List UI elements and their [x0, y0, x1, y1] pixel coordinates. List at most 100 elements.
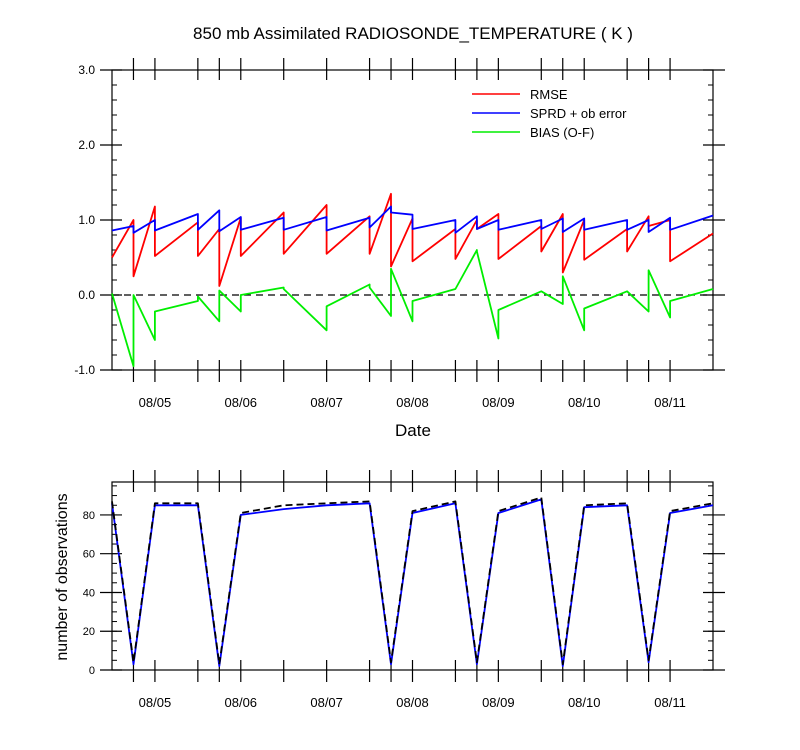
bottom-series-point-1 — [498, 510, 500, 512]
top-series-point-1 — [219, 210, 221, 212]
top-series-point-2 — [390, 315, 392, 317]
bottom-series-point-0 — [626, 505, 628, 507]
top-series-point-1 — [133, 225, 135, 227]
top-series-point-1 — [498, 219, 500, 221]
top-series-point-2 — [369, 287, 371, 289]
top-series-point-2 — [133, 366, 135, 368]
top-chart-title: 850 mb Assimilated RADIOSONDE_TEMPERATUR… — [193, 24, 633, 43]
bottom-series-point-1 — [583, 505, 585, 507]
top-x-tick-label: 08/05 — [139, 395, 172, 410]
bottom-series-point-0 — [712, 505, 714, 507]
top-series-point-1 — [283, 229, 285, 231]
top-series-point-2 — [197, 296, 199, 298]
bottom-x-tick-label: 08/09 — [482, 695, 515, 710]
bottom-series-point-1 — [669, 510, 671, 512]
top-series-point-2 — [154, 339, 156, 341]
top-series-point-0 — [412, 261, 414, 263]
legend: RMSE SPRD + ob error BIAS (O-F) — [472, 87, 627, 140]
top-series-point-2 — [562, 303, 564, 305]
bottom-x-tick-label: 08/08 — [396, 695, 429, 710]
bottom-x-tick-label: 08/05 — [139, 695, 172, 710]
bottom-series-point-1 — [455, 501, 457, 503]
bottom-series-point-1 — [326, 503, 328, 505]
top-series-point-2 — [133, 294, 135, 296]
top-series-point-1 — [562, 231, 564, 233]
top-series-point-2 — [648, 270, 650, 272]
top-series-point-0 — [626, 251, 628, 253]
top-series-point-2 — [240, 294, 242, 296]
top-series-point-0 — [240, 255, 242, 257]
top-series-point-2 — [412, 321, 414, 323]
bottom-x-tick-label: 08/11 — [654, 695, 686, 710]
top-series-point-2 — [562, 276, 564, 278]
top-series-point-1 — [626, 219, 628, 221]
top-series-point-0 — [154, 206, 156, 208]
bottom-series-point-0 — [498, 512, 500, 514]
bottom-series-point-0 — [562, 665, 564, 667]
top-series-point-0 — [498, 258, 500, 260]
top-series-point-0 — [455, 258, 457, 260]
top-series-point-1 — [154, 230, 156, 232]
bottom-series-line-1 — [112, 498, 713, 665]
legend-label-bias: BIAS (O-F) — [530, 125, 594, 140]
bottom-series-point-1 — [390, 661, 392, 663]
bottom-series-point-0 — [240, 514, 242, 516]
top-chart-xlabel: Date — [395, 421, 431, 440]
bottom-series-point-1 — [154, 503, 156, 505]
top-x-tick-label: 08/09 — [482, 395, 515, 410]
bottom-series-point-1 — [562, 663, 564, 665]
top-series-point-1 — [476, 228, 478, 230]
top-series-point-0 — [562, 213, 564, 215]
top-series-point-1 — [197, 229, 199, 231]
legend-label-rmse: RMSE — [530, 87, 568, 102]
bottom-series-point-1 — [712, 503, 714, 505]
top-series-point-2 — [648, 311, 650, 313]
top-series-point-1 — [669, 229, 671, 231]
top-series-point-0 — [712, 233, 714, 235]
top-series-point-2 — [197, 300, 199, 302]
top-series-point-2 — [412, 300, 414, 302]
bottom-series-point-0 — [648, 661, 650, 663]
top-series-point-2 — [326, 330, 328, 332]
bottom-series-point-1 — [369, 501, 371, 503]
top-series-point-2 — [240, 311, 242, 313]
top-series-point-0 — [390, 193, 392, 195]
top-series-point-1 — [219, 231, 221, 233]
top-series-point-1 — [648, 231, 650, 233]
top-series-point-2 — [541, 291, 543, 293]
top-series-point-0 — [583, 259, 585, 261]
top-series-point-2 — [712, 288, 714, 290]
top-series-point-0 — [283, 253, 285, 255]
top-y-tick-label: -1.0 — [74, 363, 95, 377]
top-series-point-1 — [283, 217, 285, 219]
bottom-series-point-0 — [476, 663, 478, 665]
top-y-tick-label: 0.0 — [78, 288, 95, 302]
top-series-point-2 — [498, 338, 500, 340]
bottom-series-point-1 — [197, 503, 199, 505]
top-series-point-0 — [562, 272, 564, 274]
top-series-point-1 — [390, 206, 392, 208]
top-series-line-0 — [112, 194, 713, 286]
top-series-point-1 — [412, 214, 414, 216]
bottom-series-point-1 — [240, 512, 242, 514]
bottom-chart-ylabel: number of observations — [54, 493, 71, 660]
top-series-point-2 — [326, 306, 328, 308]
top-series-point-1 — [326, 230, 328, 232]
chart-canvas: 850 mb Assimilated RADIOSONDE_TEMPERATUR… — [0, 0, 800, 750]
top-series-point-1 — [369, 217, 371, 219]
top-series-point-2 — [669, 300, 671, 302]
top-series-point-1 — [712, 215, 714, 217]
bottom-series-line-0 — [112, 499, 713, 666]
top-series-point-1 — [583, 218, 585, 220]
top-series-point-2 — [583, 308, 585, 310]
bottom-y-tick-label: 0 — [89, 665, 95, 677]
bottom-series-point-0 — [283, 508, 285, 510]
top-series-point-2 — [111, 293, 113, 295]
bottom-series-point-1 — [219, 663, 221, 665]
top-series-point-1 — [541, 219, 543, 221]
bottom-series-point-0 — [133, 663, 135, 665]
top-series-point-1 — [197, 213, 199, 215]
top-series-point-1 — [541, 228, 543, 230]
bottom-x-tick-label: 08/06 — [225, 695, 258, 710]
top-x-tick-label: 08/06 — [225, 395, 258, 410]
